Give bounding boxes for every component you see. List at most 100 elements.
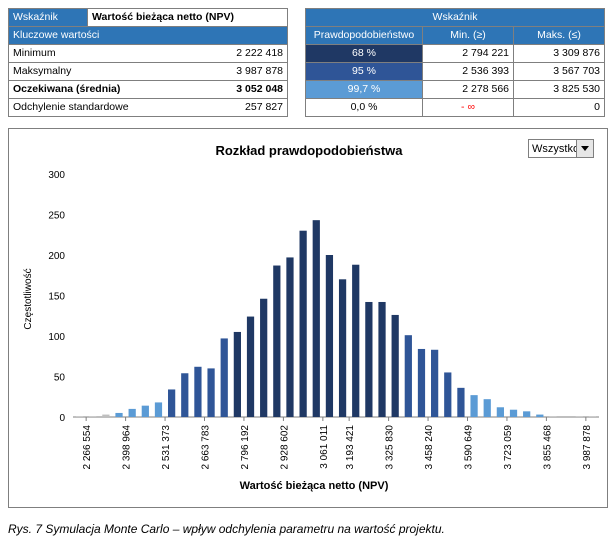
histogram-bar [575,416,583,417]
histogram-bar [220,338,228,417]
x-tick-label: 2 663 783 [201,425,212,470]
histogram-bar [444,372,452,417]
x-tick-label: 2 266 554 [82,425,93,470]
dropdown-value: Wszystko [532,143,580,155]
histogram-bar [286,257,294,417]
histogram-bar [75,416,84,417]
histogram-bar [470,395,478,417]
histogram-bar [588,416,597,417]
row-label: Oczekiwana (średnia) [8,80,178,99]
histogram-bar [194,366,202,417]
y-tick-label: 150 [48,292,65,303]
table-row: 99,7 % 2 278 566 3 825 530 [305,80,605,99]
table-row: Maksymalny 3 987 878 [8,62,289,81]
chart-title: Rozkład prawdopodobieństwa [215,143,403,158]
chart-area: Rozkład prawdopodobieństwa 0 50 100 150 200 25… [8,128,608,508]
probability-table: Wskaźnik Prawdopodobieństwo Min. (≥) Mak… [305,8,605,117]
histogram-bar [391,314,399,417]
left-header-value: Wartość bieżąca netto (NPV) [87,8,288,27]
min-cell: 2 536 393 [422,62,514,81]
section-label: Kluczowe wartości [8,26,288,45]
x-tick-label: 2 796 192 [240,425,251,470]
histogram-bar [417,348,426,417]
left-header-label: Wskaźnik [8,8,88,27]
max-cell: 0 [513,98,605,117]
x-tick-label: 2 398 964 [122,425,133,470]
col-min-header: Min. (≥) [422,26,514,45]
histogram-bar [496,407,504,417]
histogram-bar [378,301,386,417]
row-label: Maksymalny [8,62,178,81]
row-label: Odchylenie standardowe [8,98,178,117]
histogram-bar [352,264,360,417]
prob-cell: 95 % [305,62,423,81]
histogram-chart: Rozkład prawdopodobieństwa 0 50 100 150 200 25… [23,143,599,492]
histogram-bar [365,301,373,417]
x-axis-label: Wartość bieżąca netto (NPV) [240,480,389,492]
x-tick-label: 3 855 468 [542,425,553,470]
table-row: 95 % 2 536 393 3 567 703 [305,62,605,81]
x-tick-label: 3 061 011 [319,425,330,469]
row-value: 2 222 418 [177,44,289,63]
histogram-bar [141,405,149,417]
row-label: Minimum [8,44,178,63]
y-tick-label: 200 [48,251,65,262]
histogram-bar [102,414,110,417]
y-tick-label: 50 [54,373,66,384]
histogram-bar [128,408,136,417]
chevron-down-icon[interactable] [576,140,593,157]
y-tick-label: 100 [48,332,65,343]
histogram-bar [536,414,544,417]
histogram-bar [233,331,241,417]
histogram-bar [523,411,531,417]
x-tick-label: 3 590 649 [464,425,475,470]
histogram-bar [457,387,465,417]
min-cell: - ∞ [422,98,514,117]
x-tick-label: 2 531 373 [161,425,172,470]
x-tick-label: 3 987 878 [582,425,593,470]
row-value: 257 827 [177,98,289,117]
y-axis-label: Częstotliwość [23,268,34,329]
y-tick-label: 300 [48,170,65,181]
right-table-title: Wskaźnik [305,8,605,27]
x-tick-label: 3 193 421 [345,425,356,470]
histogram-bar [115,412,123,417]
max-cell: 3 825 530 [513,80,605,99]
table-row: Minimum 2 222 418 [8,44,289,63]
table-row: 0,0 % - ∞ 0 [305,98,605,117]
min-cell: 2 794 221 [422,44,514,63]
prob-cell: 0,0 % [305,98,423,117]
histogram-bar [325,255,334,417]
col-prob-header: Prawdopodobieństwo [305,26,423,45]
x-tick-label: 3 325 830 [385,425,396,470]
y-tick-label: 0 [59,413,65,424]
table-row: 68 % 2 794 221 3 309 876 [305,44,605,63]
histogram-bar [273,265,281,417]
row-value: 3 052 048 [177,80,289,99]
max-cell: 3 309 876 [513,44,605,63]
key-values-table: Wskaźnik Wartość bieżąca netto (NPV) Klu… [8,8,289,117]
series-filter-dropdown[interactable]: Wszystko [528,139,594,158]
col-max-header: Maks. (≤) [513,26,605,45]
figure-caption: Rys. 7 Symulacja Monte Carlo – wpływ odc… [8,522,445,536]
x-tick-label: 2 928 602 [279,425,290,470]
prob-cell: 68 % [305,44,423,63]
histogram-bar [207,368,215,417]
histogram-bar [89,416,97,417]
y-tick-label: 250 [48,211,65,222]
histogram-bar [260,298,268,417]
histogram-bar [549,416,557,417]
table-row: Oczekiwana (średnia) 3 052 048 [8,80,289,99]
histogram-bar [431,349,439,417]
histogram-bar [509,409,518,417]
prob-cell: 99,7 % [305,80,423,99]
histogram-bar [181,373,189,417]
histogram-bar [338,279,347,417]
histogram-bar [246,316,255,417]
row-value: 3 987 878 [177,62,289,81]
histogram-bar [154,402,163,417]
table-row: Odchylenie standardowe 257 827 [8,98,289,117]
histogram-bar [168,389,176,417]
max-cell: 3 567 703 [513,62,605,81]
x-tick-label: 3 458 240 [424,425,435,470]
